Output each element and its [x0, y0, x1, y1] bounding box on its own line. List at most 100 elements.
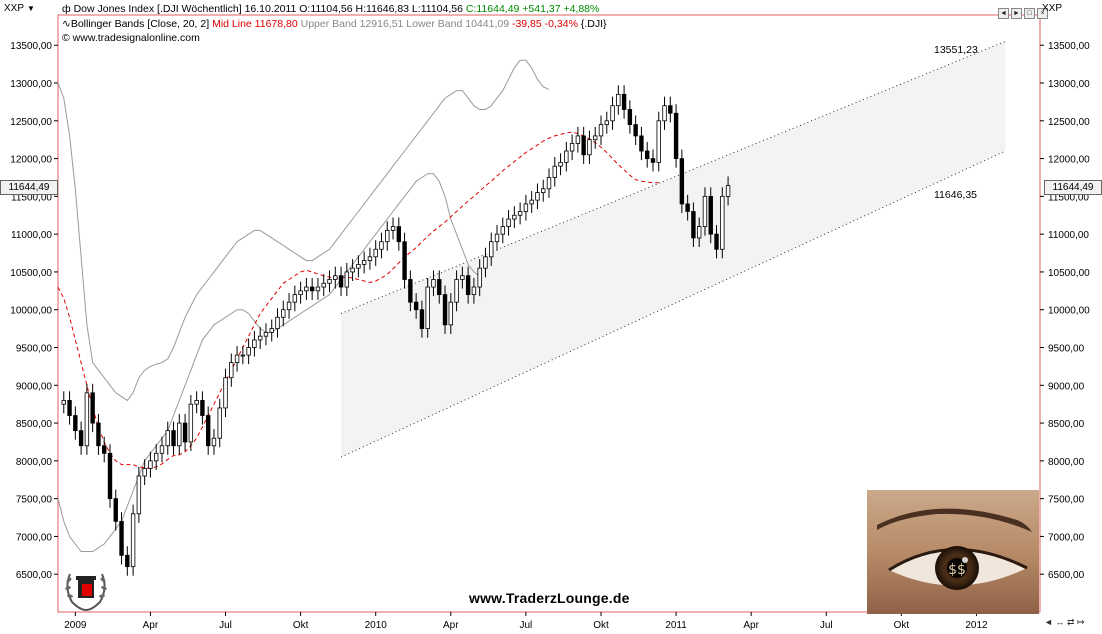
candle-body [165, 430, 170, 447]
arrow-left-icon[interactable]: ◄ [998, 8, 1009, 19]
symbol-selector-left[interactable]: XXP ▼ [4, 3, 35, 14]
lower-band-line [57, 173, 481, 552]
candle-body [558, 161, 563, 167]
chart-header: XXP ▼ ф Dow Jones Index [.DJI Wöchentlich… [0, 0, 1102, 44]
candle-body [679, 158, 685, 205]
x-tick-label: Jul [820, 620, 833, 631]
y-tick-label-left: 9000,00 [16, 381, 53, 392]
expand-icon[interactable]: ↔ [1055, 617, 1065, 627]
y-tick-label-right: 13500,00 [1048, 41, 1090, 52]
candle-body [442, 294, 448, 326]
indicator-bands: Upper Band 12916,51 Lower Band 10441,09 [300, 17, 510, 30]
x-tick-label: Apr [743, 620, 759, 631]
candle-body [269, 328, 274, 333]
candle-body [379, 241, 384, 250]
x-tick-label: Jul [219, 620, 232, 631]
candle-body [691, 211, 696, 239]
candle-body [610, 105, 615, 122]
y-tick-label-right: 12000,00 [1048, 155, 1090, 166]
y-tick-label-left: 10500,00 [10, 268, 52, 279]
scroll-left-icon[interactable]: ◄ [1044, 617, 1053, 627]
symbol-selector-right[interactable]: XXP [1042, 3, 1062, 14]
candle-body [535, 192, 540, 201]
candle-body [541, 188, 546, 193]
laurel-logo [60, 566, 112, 612]
candle-body [367, 256, 373, 262]
candle-body [61, 400, 66, 405]
candle-body [327, 279, 332, 284]
candle-body [148, 460, 153, 469]
candle-body [350, 267, 355, 273]
plot-frame [57, 14, 1041, 613]
symbol-left-label: XXP [4, 3, 25, 14]
y-tick-label-right: 7500,00 [1048, 495, 1085, 506]
candle-body [159, 445, 165, 454]
y-tick-label-left: 7000,00 [16, 532, 53, 543]
y-tick-label-right: 7000,00 [1048, 532, 1085, 543]
indicator-symbol: {.DJI} [580, 17, 607, 30]
zoom-icon[interactable]: ↦ [1077, 617, 1085, 627]
candle-body [90, 392, 95, 424]
y-tick-label-left: 6500,00 [16, 570, 53, 581]
candle-body [471, 286, 477, 296]
candle-body [494, 233, 500, 243]
legend-line-indicator: ∿Bollinger Bands [Close, 20, 2] Mid Line… [62, 17, 607, 32]
candle-body [419, 309, 425, 330]
current-price-label-right: 11644,49 [1044, 180, 1102, 195]
y-tick-label-left: 8000,00 [16, 457, 53, 468]
candle-body [650, 158, 656, 163]
y-tick-label-left: 10000,00 [10, 306, 52, 317]
candle-body [696, 226, 702, 239]
candle-body [465, 275, 471, 296]
candle-body [333, 275, 338, 280]
candle-body [292, 294, 298, 303]
y-tick-label-left: 8500,00 [16, 419, 53, 430]
close-icon[interactable]: × [1037, 8, 1048, 19]
candle-body [385, 229, 390, 243]
candle-body [125, 554, 130, 568]
shrink-icon[interactable]: ⇄ [1066, 617, 1075, 627]
candle-body [177, 422, 182, 447]
upper-band-line [57, 59, 550, 402]
indicator-icon: ∿ [62, 17, 71, 30]
y-tick-label-left: 11000,00 [11, 230, 52, 241]
candle-body [489, 241, 494, 258]
candle-body [437, 279, 442, 296]
candle-body [182, 422, 188, 443]
candle-body [390, 226, 396, 231]
candle-body [656, 120, 661, 163]
candle-body [361, 260, 367, 265]
y-tick-label-right: 10500,00 [1048, 268, 1090, 279]
candle-body [130, 513, 136, 568]
x-tick-label: Apr [443, 620, 459, 631]
candle-body [598, 124, 604, 137]
candle-body [396, 226, 402, 243]
candle-body [298, 290, 303, 296]
instrument-close: C:11644,49 +541,37 +4,88% [465, 3, 600, 15]
candle-body [627, 109, 633, 125]
candle-body [73, 415, 78, 432]
candle-body [136, 475, 142, 515]
candle-body [84, 392, 90, 447]
arrow-right-icon[interactable]: ► [1011, 8, 1022, 19]
candle-body [714, 233, 719, 250]
candle-body [211, 437, 217, 447]
x-tick-label: 2012 [965, 620, 988, 631]
candle-body [552, 165, 557, 178]
indicator-midline: Mid Line 11678,80 [212, 17, 298, 30]
y-tick-label-left: 13500,00 [10, 41, 52, 52]
y-tick-label-left: 11500,00 [11, 192, 52, 203]
candle-body [281, 309, 286, 318]
x-tick-label: 2011 [665, 620, 687, 631]
candle-body [408, 279, 413, 303]
legend-line-copyright: © www.tradesignalonline.com [62, 31, 607, 46]
candle-body [460, 275, 465, 280]
candle-body [477, 267, 482, 288]
candle-body [142, 468, 147, 477]
candle-body [685, 203, 690, 212]
maximize-icon[interactable]: □ [1024, 8, 1035, 19]
candle-body [107, 452, 113, 500]
x-tick-label: Okt [293, 620, 309, 631]
